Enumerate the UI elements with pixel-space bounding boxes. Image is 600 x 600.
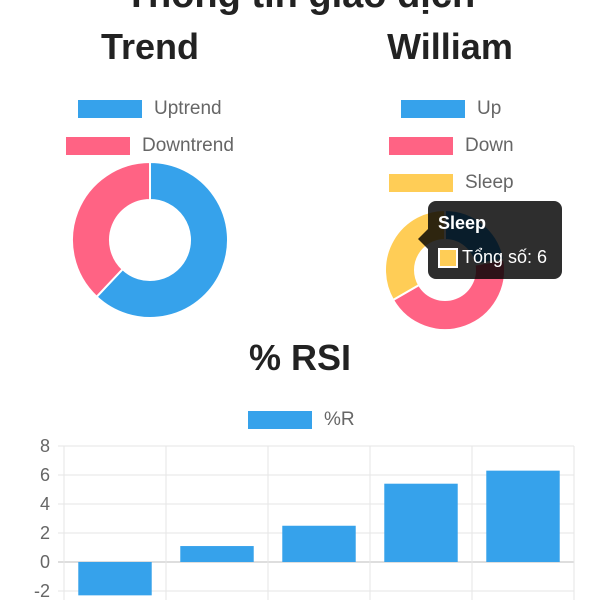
downtrend-label: Downtrend xyxy=(142,135,234,156)
y-tick-label: 6 xyxy=(40,465,50,485)
tooltip-body: Tổng số: 6 xyxy=(438,247,547,268)
r-label: %R xyxy=(324,409,355,430)
down-label: Down xyxy=(465,135,514,156)
trend-slice-downtrend[interactable] xyxy=(71,160,151,299)
william-legend-down[interactable]: Down xyxy=(389,135,514,157)
rsi-bar[interactable] xyxy=(486,470,560,562)
uptrend-swatch xyxy=(78,100,142,118)
william-legend-sleep[interactable]: Sleep xyxy=(389,172,514,194)
tooltip-swatch xyxy=(438,247,458,268)
tooltip-title: Sleep xyxy=(438,213,487,233)
rsi-bar[interactable] xyxy=(78,562,152,596)
down-swatch xyxy=(389,137,453,155)
r-swatch xyxy=(248,411,312,429)
trend-slice-uptrend[interactable] xyxy=(95,160,229,319)
page-title: Thông tin giao dịch xyxy=(0,0,600,17)
up-label: Up xyxy=(477,98,502,119)
william-legend-up[interactable]: Up xyxy=(401,98,501,120)
rsi-bar[interactable] xyxy=(180,546,254,562)
william-tooltip: Sleep Tổng số: 6 xyxy=(418,201,562,279)
william-chart-title: William xyxy=(387,26,513,67)
up-swatch xyxy=(401,100,465,118)
y-tick-label: 2 xyxy=(40,523,50,543)
rsi-bar-chart: 8 6 4 2 0 -2 xyxy=(34,436,575,600)
sleep-swatch xyxy=(389,174,453,192)
rsi-bar[interactable] xyxy=(384,483,458,562)
trend-legend-uptrend[interactable]: Uptrend xyxy=(78,98,222,120)
tooltip-label: Tổng số: 6 xyxy=(462,247,548,267)
rsi-bar[interactable] xyxy=(282,525,356,562)
y-tick-label: 0 xyxy=(40,552,50,572)
rsi-chart-title: % RSI xyxy=(248,337,352,378)
y-tick-label: 8 xyxy=(40,436,50,456)
uptrend-label: Uptrend xyxy=(154,98,222,119)
trend-legend-downtrend[interactable]: Downtrend xyxy=(66,135,234,157)
rsi-legend-r[interactable]: %R xyxy=(248,409,355,431)
y-tick-label: 4 xyxy=(40,494,50,514)
trend-donut[interactable] xyxy=(60,150,240,330)
y-tick-label: -2 xyxy=(34,581,50,600)
downtrend-swatch xyxy=(66,137,130,155)
trend-chart-title: Trend xyxy=(100,26,199,67)
sleep-label: Sleep xyxy=(465,172,514,193)
